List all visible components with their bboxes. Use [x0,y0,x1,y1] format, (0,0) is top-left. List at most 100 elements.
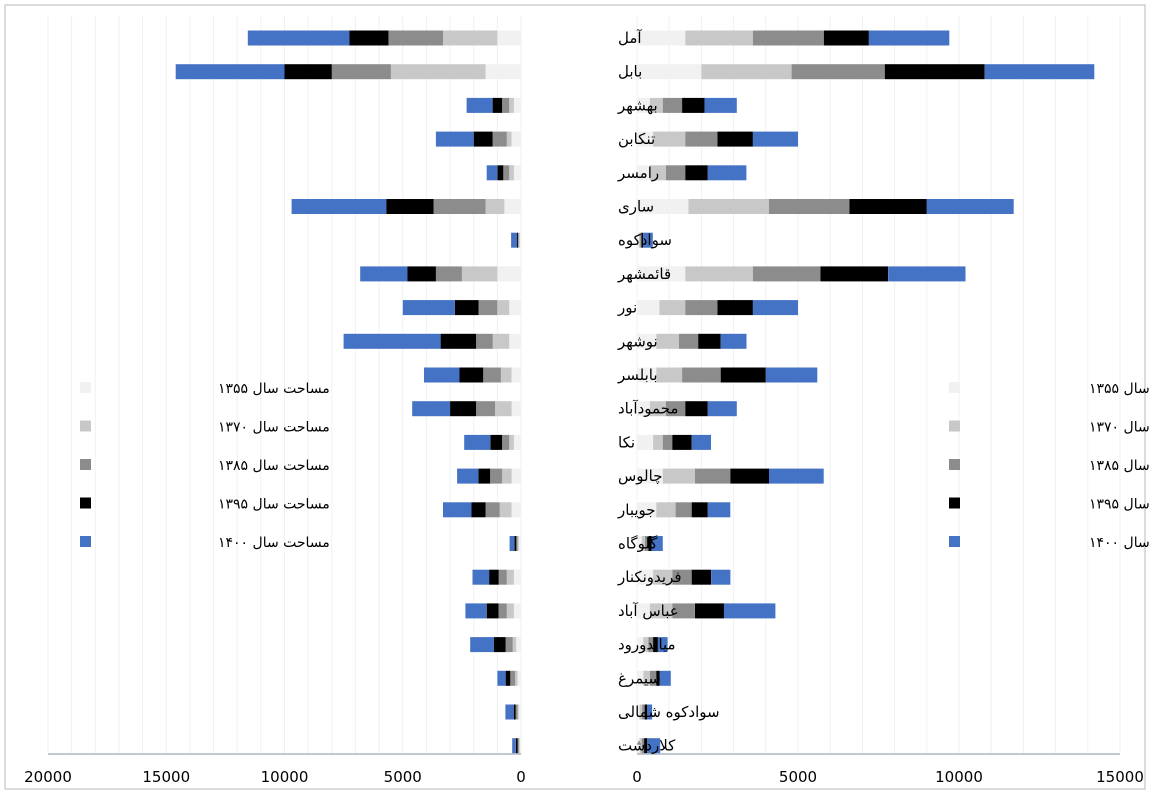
category-label: بهشهر [617,96,658,114]
bar-segment [511,232,517,248]
bar-segment [637,64,702,80]
bar-segment [509,536,515,551]
bar-segment [506,131,512,147]
right-bars [637,30,1095,754]
legend-label: مساحت سال ۱۳۸۵ [1089,458,1150,474]
bar-segment [517,704,519,720]
category-label: میاندورود [618,636,676,654]
bar-segment [506,569,514,585]
category-label: قائمشهر [617,265,671,283]
category-label: بابلسر [617,366,658,384]
bar-segment [478,300,498,316]
bar-segment [512,637,517,653]
bar-segment [649,165,666,181]
bar-segment [701,64,792,80]
category-label: چالوس [618,467,662,485]
bar-segment [505,670,511,686]
bar-segment [645,536,649,551]
bar-segment [505,704,514,720]
legend-label: مساحت سال ۱۳۵۵ [1089,381,1150,397]
bar-segment [464,434,491,450]
bar-segment [637,603,650,619]
bar-segment [637,536,642,551]
bar-segment [769,468,824,484]
bar-segment [637,333,657,349]
bar-segment [519,738,521,754]
bar-segment [424,367,460,383]
bar-segment [175,64,285,80]
bar-segment [519,232,521,248]
bar-segment [459,367,484,383]
x-tick-label: 0 [632,768,642,786]
legend-swatch [80,459,91,470]
bar-segment [454,300,479,316]
bar-segment [637,266,686,282]
legend-label: مساحت سال ۱۳۷۰ [218,420,330,436]
bar-segment [511,468,521,484]
bar-segment [478,468,491,484]
category-label: سوادکوه شمالی [618,703,720,721]
bar-segment [685,266,753,282]
bar-segment [637,97,650,113]
bar-segment [682,367,721,383]
bar-segment [649,670,657,686]
x-tick-label: 5000 [779,768,817,786]
bar-segment [647,738,661,754]
bar-segment [511,131,521,147]
bar-segment [637,738,640,754]
bar-segment [513,603,521,619]
bar-segment [497,165,504,181]
bar-segment [691,569,711,585]
bar-segment [637,569,654,585]
bar-segment [349,30,389,46]
bar-segment [638,232,641,248]
bar-segment [769,199,850,214]
legend-swatch [80,536,91,547]
bar-segment [707,401,737,417]
x-tick-label: 15000 [142,768,190,786]
bar-segment [649,401,666,417]
category-label: فریدونکنار [617,568,682,586]
bar-segment [884,64,985,80]
bar-segment [390,64,486,80]
bar-segment [641,536,645,551]
bar-segment [407,266,436,282]
bar-segment [509,300,521,316]
legend-swatch [949,497,960,509]
bar-segment [662,468,695,484]
category-label: آمل [618,29,642,47]
bar-segment [461,266,498,282]
bar-segment [497,266,522,282]
category-label: بابل [618,63,642,81]
legend-label: مساحت سال ۱۳۵۵ [218,381,330,397]
legend-swatch [80,497,91,509]
bar-segment [637,131,654,147]
bar-segment [691,434,711,450]
bar-segment [682,97,705,113]
bar-segment [331,64,391,80]
bar-segment [639,704,643,720]
category-label: کلاردشت [618,737,676,755]
bar-segment [685,30,753,46]
bar-segment [495,401,512,417]
bar-segment [492,97,503,113]
bar-segment [675,502,692,518]
bar-segment [639,738,642,754]
bar-segment [984,64,1095,80]
bar-segment [695,603,724,619]
category-label: محمودآباد [618,400,678,418]
bar-segment [672,434,692,450]
bar-segment [672,603,695,619]
bar-segment [509,165,514,181]
bar-segment [653,434,663,450]
bar-segment [517,232,519,248]
bar-segment [678,333,699,349]
bar-segment [643,232,653,248]
bar-segment [402,300,455,316]
bar-segment [685,165,708,181]
category-label: گلوگاه [618,535,658,553]
bar-segment [504,199,521,214]
bar-segment [698,333,721,349]
bar-segment [466,97,493,113]
bar-segment [791,64,885,80]
